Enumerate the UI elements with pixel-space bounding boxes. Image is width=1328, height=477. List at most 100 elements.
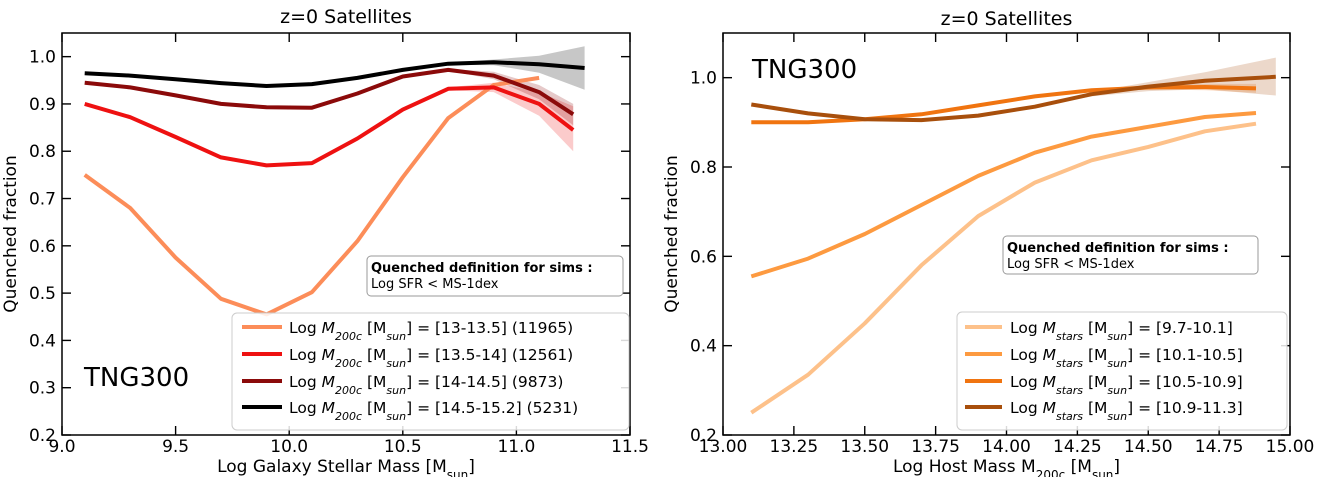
legend-label-3: Log Mstars [Msun] = [10.9-11.3] (1010, 399, 1243, 423)
y-tick-label: 0.6 (29, 237, 56, 257)
series-0-line (83, 75, 540, 317)
left-panel-stellar-mass: 9.0 9.5 10.0 10.5 11.0 11.5 0.2 0.3 0.4 0.5 0.6 0.7… (1, 6, 649, 477)
legend-label-0: Log Mstars [Msun] = [9.7-10.1] (1010, 319, 1233, 343)
legend-text: Log (289, 399, 322, 417)
legend-text: [M (1083, 346, 1107, 364)
legend-subscript: 200c (335, 357, 362, 370)
legend-variable: M (1043, 346, 1056, 364)
y-tick-label: 1.0 (690, 69, 717, 89)
legend-label-0: Log M200c [Msun] = [13-13.5] (11965) (289, 319, 573, 343)
y-tick-label: 0.9 (29, 95, 56, 115)
legend-subscript: sun (1107, 384, 1127, 397)
x-tick-label: 15.00 (1266, 437, 1315, 457)
x-axis-label-text: [M (1065, 457, 1092, 477)
series-1-confidence-band (84, 82, 574, 166)
x-axis-label-subscript: sun (447, 468, 468, 477)
right-panel-host-mass: 13.00 13.25 13.50 13.75 14.00 14.25 14.50 14.75… (662, 8, 1314, 477)
legend-subscript: stars (1056, 384, 1083, 397)
legend-subscript: stars (1056, 357, 1083, 370)
legend-text: [M (362, 319, 386, 337)
x-axis-label-subscript: 200c (1036, 468, 1066, 477)
series-3-line (84, 60, 585, 88)
legend-text: [M (1083, 399, 1107, 417)
legend-text: [M (362, 399, 386, 417)
x-axis-label-subscript: sun (1092, 468, 1113, 477)
legend-variable: M (1043, 319, 1056, 337)
legend-text: Log (289, 319, 322, 337)
legend-text: ] = [10.9-11.3] (1127, 399, 1243, 417)
y-tick-label: 0.4 (690, 337, 717, 357)
legend-subscript: 200c (335, 410, 362, 423)
legend-subscript: sun (1107, 357, 1127, 370)
x-tick-label: 11.0 (497, 437, 535, 457)
y-tick-label: 0.5 (29, 284, 56, 304)
legend-text: Log (1010, 319, 1043, 337)
x-tick-label: 10.0 (270, 437, 308, 457)
legend-text: Log (289, 346, 322, 364)
x-axis-label: Log Galaxy Stellar Mass [Msun] (217, 457, 475, 477)
x-axis-label-text: ] (468, 457, 475, 477)
quench-definition-text: Log SFR < MS-1dex (1007, 257, 1135, 272)
legend-text: [M (1083, 319, 1107, 337)
legend-text: Log (289, 373, 322, 391)
x-tick-label: 14.75 (1195, 437, 1244, 457)
x-tick-label: 13.00 (699, 437, 748, 457)
x-tick-label: 9.0 (48, 437, 75, 457)
legend-subscript: 200c (335, 330, 362, 343)
chart-title: z=0 Satellites (941, 8, 1073, 30)
x-axis-label-text: ] (1113, 457, 1120, 477)
legend-text: ] = [14.5-15.2] (5231) (406, 399, 578, 417)
x-axis-label-text: Log Galaxy Stellar Mass [M (217, 457, 447, 477)
x-axis-label: Log Host Mass M200c [Msun] (893, 457, 1120, 477)
legend-label-3: Log M200c [Msun] = [14.5-15.2] (5231) (289, 399, 578, 423)
x-axis-label-text: Log Host Mass M (893, 457, 1036, 477)
legend-label-2: Log M200c [Msun] = [14-14.5] (9873) (289, 373, 563, 397)
legend-text: ] = [10.1-10.5] (1127, 346, 1243, 364)
x-tick-label: 14.25 (1053, 437, 1102, 457)
x-tick-label: 9.5 (162, 437, 189, 457)
axes-frame (61, 32, 631, 436)
legend-box (231, 312, 630, 431)
quench-definition-box (1002, 235, 1259, 275)
y-tick-label: 1.0 (29, 48, 56, 68)
y-tick-label: 0.2 (690, 426, 717, 446)
legend-text: ] = [13-13.5] (11965) (406, 319, 573, 337)
y-tick-label: 0.2 (29, 426, 56, 446)
series-0-line (750, 121, 1257, 415)
legend-subscript: sun (1107, 330, 1127, 343)
y-tick-label: 0.6 (690, 247, 717, 267)
simulation-label: TNG300 (83, 363, 189, 393)
legend-text: ] = [9.7-10.1] (1127, 319, 1233, 337)
chart-title: z=0 Satellites (280, 6, 412, 28)
legend-box (956, 311, 1288, 431)
x-tick-label: 13.75 (911, 437, 960, 457)
legend-subscript: sun (1107, 410, 1127, 423)
series-1-line (84, 85, 575, 168)
legend-subscript: 200c (335, 384, 362, 397)
quench-definition-title: Quenched definition for sims : (1007, 241, 1229, 256)
legend-text: [M (362, 373, 386, 391)
x-tick-label: 11.5 (611, 437, 649, 457)
x-tick-label: 13.50 (840, 437, 889, 457)
series-1-line (750, 111, 1257, 279)
y-tick-label: 0.7 (29, 190, 56, 210)
legend-subscript: stars (1056, 410, 1083, 423)
legend-text: Log (1010, 399, 1043, 417)
legend-text: Log (1010, 373, 1043, 391)
legend-subscript: sun (386, 330, 406, 343)
legend-label-2: Log Mstars [Msun] = [10.5-10.9] (1010, 373, 1243, 397)
legend-subscript: sun (386, 384, 406, 397)
legend-text: ] = [10.5-10.9] (1127, 373, 1243, 391)
y-tick-label: 0.3 (29, 379, 56, 399)
y-tick-label: 0.8 (29, 142, 56, 162)
legend-subscript: sun (386, 410, 406, 423)
series-2-line (84, 67, 575, 116)
quench-definition-box (366, 255, 624, 297)
legend-text: Log (1010, 346, 1043, 364)
series-3-line (750, 74, 1276, 123)
y-axis-label: Quenched fraction (662, 155, 682, 312)
legend-text: ] = [13.5-14] (12561) (406, 346, 573, 364)
legend-variable: M (322, 346, 335, 364)
y-axis-label: Quenched fraction (1, 155, 21, 312)
